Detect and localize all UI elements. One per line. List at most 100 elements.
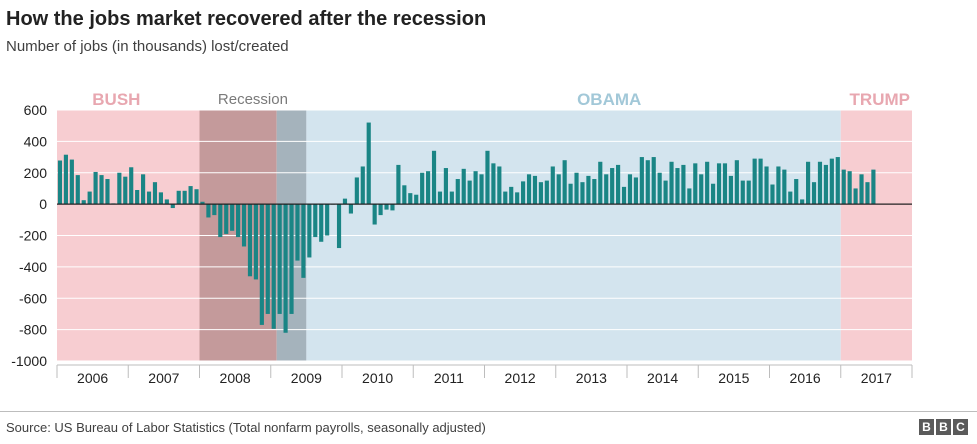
data-bar bbox=[473, 171, 478, 205]
data-bar bbox=[752, 158, 757, 205]
data-bar bbox=[509, 186, 514, 205]
data-bar bbox=[81, 200, 86, 205]
data-bar bbox=[497, 166, 502, 205]
data-bar bbox=[360, 166, 365, 205]
data-bar bbox=[485, 150, 490, 205]
data-bar bbox=[728, 175, 733, 205]
data-bar bbox=[135, 190, 140, 205]
data-bar bbox=[141, 174, 146, 205]
data-bar bbox=[449, 191, 454, 205]
data-bar bbox=[295, 204, 300, 261]
data-bar bbox=[194, 189, 199, 205]
data-bar bbox=[384, 204, 389, 210]
data-bar bbox=[853, 188, 858, 205]
data-bar bbox=[93, 171, 98, 205]
data-bar bbox=[568, 183, 573, 205]
data-bar bbox=[592, 179, 597, 205]
data-bar bbox=[764, 166, 769, 205]
x-tick-label: 2006 bbox=[77, 370, 108, 386]
data-bar bbox=[170, 204, 175, 209]
data-bar bbox=[538, 182, 543, 205]
x-tick-label: 2008 bbox=[220, 370, 251, 386]
data-bar bbox=[817, 161, 823, 205]
data-bar bbox=[657, 172, 662, 205]
data-bar bbox=[782, 169, 787, 205]
data-bar bbox=[75, 175, 80, 205]
data-bar bbox=[716, 163, 722, 205]
data-bar bbox=[200, 201, 205, 205]
data-bar bbox=[307, 204, 312, 258]
y-tick-label: 400 bbox=[24, 133, 48, 149]
data-bar bbox=[835, 157, 840, 205]
x-tick-label: 2013 bbox=[576, 370, 607, 386]
recession-label: Recession bbox=[218, 91, 288, 108]
x-tick-label: 2007 bbox=[148, 370, 179, 386]
data-bar bbox=[699, 174, 704, 205]
period-label-bush: BUSH bbox=[92, 90, 140, 109]
data-bar bbox=[57, 160, 63, 205]
data-bar bbox=[663, 180, 668, 205]
data-bar bbox=[378, 204, 383, 216]
data-bar bbox=[503, 191, 508, 205]
data-bar bbox=[265, 204, 270, 314]
x-tick-label: 2016 bbox=[790, 370, 821, 386]
data-bar bbox=[182, 190, 187, 205]
data-bar bbox=[354, 177, 359, 205]
data-bar bbox=[479, 174, 484, 205]
data-bar bbox=[758, 158, 763, 205]
data-bar bbox=[99, 175, 104, 205]
data-bar bbox=[865, 182, 870, 205]
data-bar bbox=[610, 168, 615, 205]
y-tick-label: -1000 bbox=[11, 353, 47, 369]
data-bar bbox=[69, 159, 74, 205]
data-bar bbox=[705, 161, 710, 205]
data-bar bbox=[526, 174, 532, 205]
data-bar bbox=[176, 190, 181, 205]
data-bar bbox=[301, 204, 306, 278]
data-bar bbox=[746, 180, 751, 205]
data-bar bbox=[408, 193, 413, 205]
bbc-logo-letter: B bbox=[919, 419, 934, 435]
data-bar bbox=[871, 169, 876, 205]
data-bar bbox=[348, 204, 353, 214]
data-bar bbox=[313, 204, 318, 238]
data-bar bbox=[675, 168, 680, 205]
y-tick-label: -400 bbox=[19, 259, 47, 275]
x-tick-label: 2010 bbox=[362, 370, 393, 386]
data-bar bbox=[616, 164, 621, 205]
data-bar bbox=[794, 179, 799, 205]
data-bar bbox=[105, 179, 110, 205]
data-bar bbox=[639, 157, 644, 205]
data-bar bbox=[224, 204, 229, 234]
source-note: Source: US Bureau of Labor Statistics (T… bbox=[6, 420, 486, 435]
data-bar bbox=[277, 204, 282, 314]
data-bar bbox=[633, 177, 638, 205]
data-bar bbox=[562, 160, 567, 205]
bbc-logo-letter: C bbox=[953, 419, 968, 435]
period-label-obama: OBAMA bbox=[577, 90, 641, 109]
data-bar bbox=[253, 204, 258, 280]
data-bar bbox=[806, 161, 811, 205]
y-tick-label: -200 bbox=[19, 228, 47, 244]
data-bar bbox=[455, 179, 460, 205]
data-bar bbox=[467, 180, 472, 205]
data-bar bbox=[711, 183, 716, 205]
data-bar bbox=[212, 204, 217, 216]
data-bar bbox=[734, 160, 739, 205]
data-bar bbox=[521, 181, 526, 205]
data-bar bbox=[693, 163, 698, 205]
data-bar bbox=[152, 182, 158, 205]
data-bar bbox=[241, 204, 247, 247]
data-bar bbox=[627, 174, 633, 205]
data-bar bbox=[740, 180, 745, 205]
data-bar bbox=[319, 204, 324, 242]
data-bar bbox=[788, 191, 793, 205]
data-bar bbox=[681, 164, 686, 205]
y-tick-label: 0 bbox=[39, 196, 47, 212]
data-bar bbox=[271, 204, 276, 329]
data-bar bbox=[461, 168, 466, 205]
data-bar bbox=[841, 169, 846, 205]
data-bar bbox=[544, 180, 549, 205]
data-bar bbox=[146, 191, 152, 205]
data-bar bbox=[847, 171, 852, 205]
